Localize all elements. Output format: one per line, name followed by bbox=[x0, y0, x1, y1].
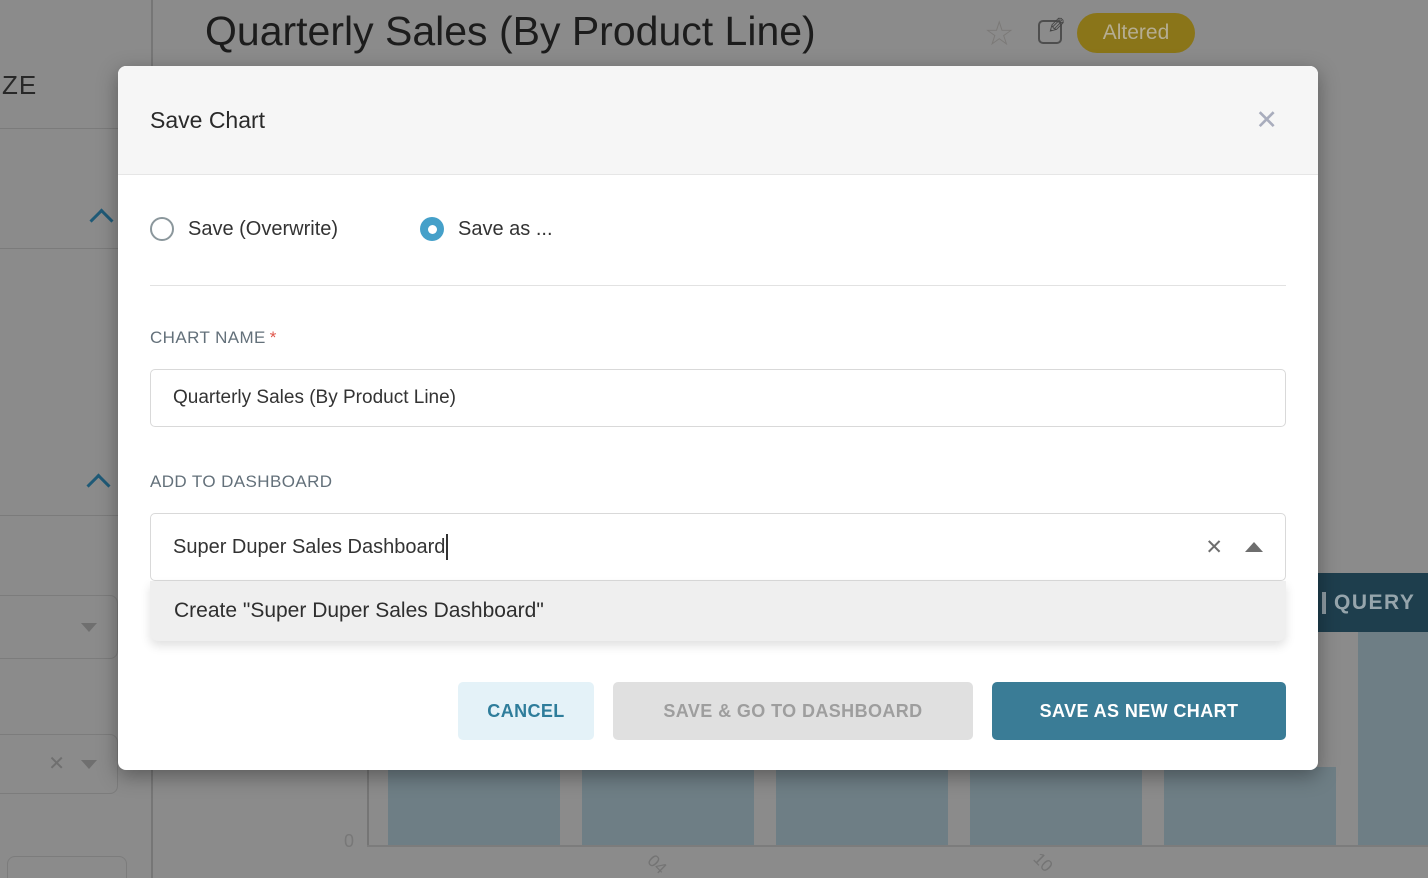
dashboard-combobox-value: Super Duper Sales Dashboard bbox=[173, 535, 446, 558]
control-dropdown[interactable]: ✕ bbox=[0, 734, 118, 794]
cancel-button[interactable]: CANCEL bbox=[458, 682, 594, 740]
x-axis-tick-label: 04 bbox=[643, 851, 671, 878]
divider bbox=[0, 248, 153, 249]
tab-customize-partial[interactable]: ZE bbox=[2, 70, 38, 100]
save-as-new-chart-button[interactable]: SAVE AS NEW CHART bbox=[992, 682, 1286, 740]
clear-icon[interactable]: ✕ bbox=[48, 753, 65, 775]
modal-header: Save Chart ✕ bbox=[118, 66, 1318, 175]
chart-name-input[interactable] bbox=[150, 369, 1286, 427]
chart-bar bbox=[1358, 610, 1428, 845]
radio-button[interactable] bbox=[150, 217, 174, 241]
query-partial-glyph bbox=[1322, 591, 1326, 614]
page-title: Quarterly Sales (By Product Line) bbox=[205, 8, 816, 54]
save-mode-radios: Save (Overwrite) Save as ... bbox=[150, 214, 553, 244]
text-cursor bbox=[446, 534, 449, 560]
chart-bar bbox=[1164, 767, 1336, 845]
close-icon[interactable]: ✕ bbox=[1255, 104, 1278, 135]
save-chart-modal: Save Chart ✕ Save (Overwrite) Save as ..… bbox=[118, 66, 1318, 770]
radio-label: Save as ... bbox=[458, 217, 553, 240]
chart-name-label-text: CHART NAME bbox=[150, 328, 266, 347]
required-marker: * bbox=[269, 328, 277, 347]
radio-button[interactable] bbox=[420, 217, 445, 241]
divider bbox=[150, 285, 1286, 286]
control-dropdown[interactable] bbox=[0, 595, 118, 659]
chart-y-axis bbox=[367, 762, 369, 846]
divider bbox=[0, 515, 153, 516]
radio-save-overwrite[interactable]: Save (Overwrite) bbox=[150, 217, 338, 241]
combobox-icons: ✕ bbox=[1205, 537, 1263, 558]
chart-name-label: CHART NAME * bbox=[150, 328, 277, 348]
caret-down-icon bbox=[81, 759, 97, 769]
add-to-dashboard-label: ADD TO DASHBOARD bbox=[150, 472, 333, 491]
create-dashboard-option[interactable]: Create "Super Duper Sales Dashboard" bbox=[174, 599, 544, 622]
caret-up-icon[interactable] bbox=[1245, 542, 1263, 552]
favorite-star-icon[interactable]: ☆ bbox=[984, 15, 1015, 53]
dashboard-dropdown-panel: Create "Super Duper Sales Dashboard" bbox=[150, 581, 1286, 641]
edit-title-icon[interactable]: ✎ bbox=[1038, 16, 1068, 44]
pencil-glyph: ✎ bbox=[1043, 15, 1069, 35]
y-axis-tick-label: 0 bbox=[344, 831, 355, 851]
chevron-up-icon[interactable] bbox=[93, 206, 113, 226]
caret-down-icon bbox=[81, 622, 97, 632]
modal-footer: CANCEL SAVE & GO TO DASHBOARD SAVE AS NE… bbox=[118, 682, 1286, 740]
clear-icon[interactable]: ✕ bbox=[1205, 535, 1223, 559]
radio-label: Save (Overwrite) bbox=[188, 217, 339, 240]
chevron-up-icon[interactable] bbox=[90, 471, 110, 491]
query-button-label: QUERY bbox=[1334, 590, 1416, 614]
modal-title: Save Chart bbox=[150, 106, 266, 133]
radio-save-as[interactable]: Save as ... bbox=[420, 217, 553, 241]
dashboard-combobox[interactable]: Super Duper Sales Dashboard ✕ bbox=[150, 513, 1286, 581]
control-box[interactable] bbox=[7, 856, 127, 878]
altered-badge[interactable]: Altered bbox=[1077, 13, 1195, 53]
save-go-to-dashboard-button[interactable]: SAVE & GO TO DASHBOARD bbox=[613, 682, 973, 740]
x-axis-tick-label: 10 bbox=[1029, 849, 1057, 876]
divider bbox=[0, 128, 153, 129]
chart-x-axis bbox=[367, 845, 1428, 847]
run-query-button[interactable]: QUERY bbox=[1318, 573, 1428, 632]
